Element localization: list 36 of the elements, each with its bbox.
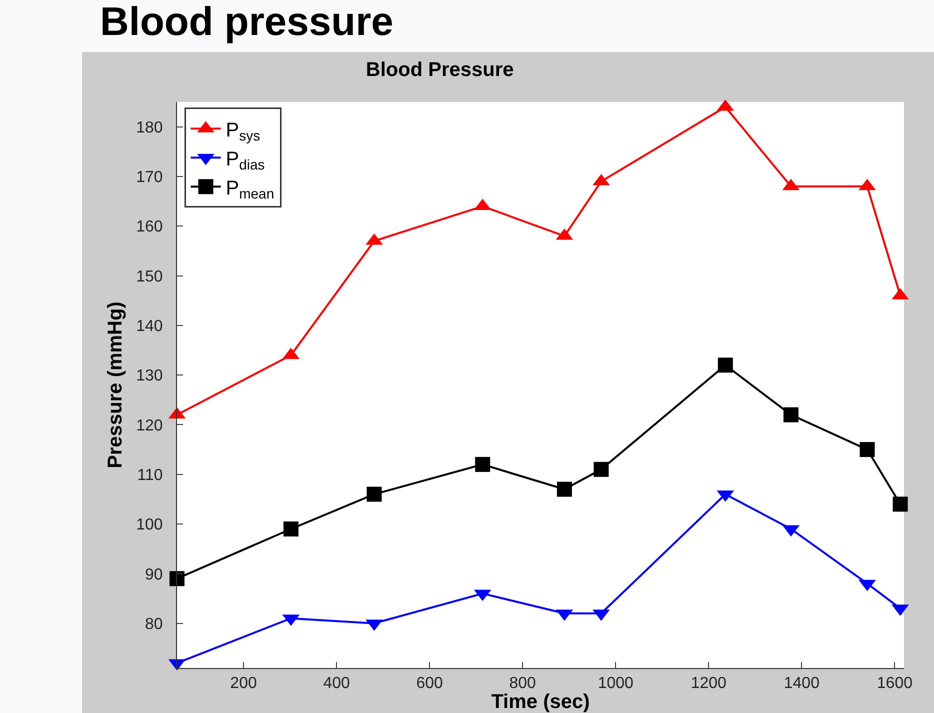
x-tick-label: 1400: [784, 675, 820, 692]
x-tick-label: 200: [230, 675, 257, 692]
y-tick-label: 80: [145, 616, 163, 633]
x-tick-label: 600: [416, 675, 444, 692]
point: [170, 571, 184, 586]
y-tick-label: 160: [136, 218, 163, 236]
y-tick-label: 140: [136, 318, 163, 336]
y-tick-label: 130: [136, 368, 163, 385]
legend-label: P$_{sys}$: [226, 119, 260, 144]
point: [860, 442, 875, 458]
y-tick-label: 90: [145, 566, 163, 584]
text: Blood pressure: [100, 0, 394, 45]
y-axis-title: Pressure (mmHg): [104, 302, 127, 468]
y-tick-label: 180: [136, 119, 163, 136]
chart-title: Blood Pressure: [366, 58, 514, 81]
legend-label: P$_{dias}$: [226, 148, 265, 173]
x-tick-label: 1600: [876, 675, 913, 692]
y-tick-label: 100: [136, 516, 163, 534]
x-axis-title: Time (sec): [491, 691, 590, 713]
y-tick-label: 120: [136, 417, 163, 434]
point: [594, 462, 609, 477]
point: [366, 486, 382, 502]
point: [475, 456, 490, 472]
point: [283, 521, 298, 536]
point: [892, 496, 908, 512]
point: [783, 407, 798, 422]
x-tick-label: 1200: [690, 675, 727, 692]
x-tick-label: 400: [323, 675, 350, 692]
point: [718, 358, 733, 373]
x-tick-label: 1000: [598, 675, 634, 692]
y-tick-label: 150: [136, 268, 163, 286]
y-tick-label: 110: [137, 466, 163, 484]
legend-label: P$_{mean}$: [226, 177, 274, 202]
point: [556, 482, 572, 497]
x-tick-label: 800: [509, 675, 536, 692]
y-tick-label: 170: [136, 169, 163, 186]
